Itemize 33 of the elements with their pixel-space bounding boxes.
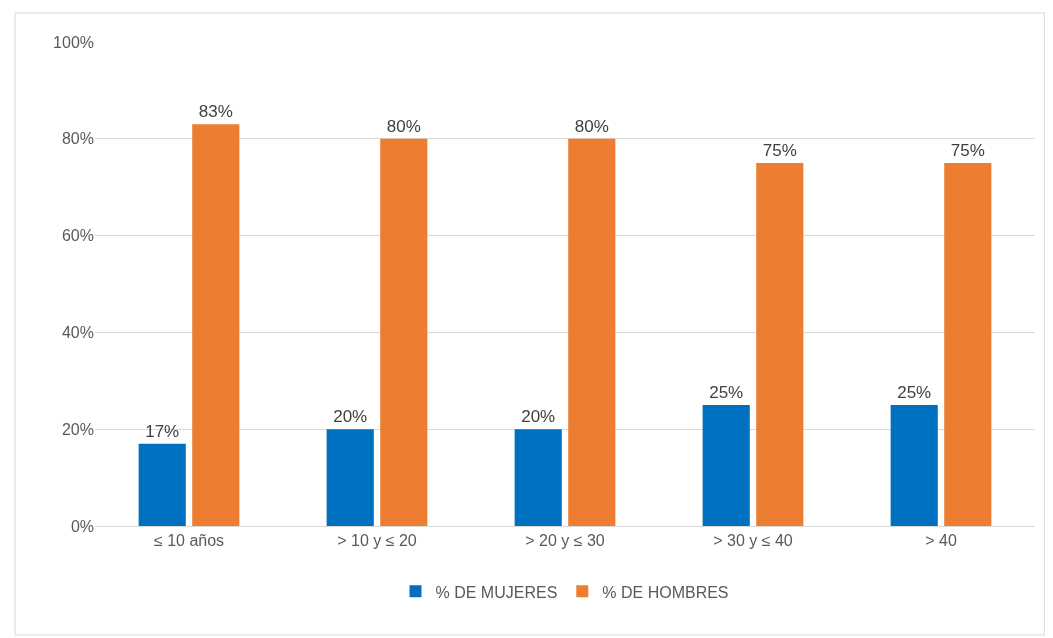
data-label: 20%	[333, 407, 368, 427]
data-label: 25%	[897, 383, 932, 402]
bar	[380, 138, 428, 526]
y-tick-label: 40%	[61, 324, 94, 341]
data-label: 25%	[709, 383, 744, 402]
y-tick-label: 20%	[61, 420, 94, 438]
data-label: 75%	[950, 141, 985, 160]
bar	[138, 443, 186, 526]
bar	[702, 405, 750, 526]
data-label: 75%	[762, 141, 797, 160]
legend-label: % DE MUJERES	[435, 583, 558, 601]
x-tick-label: > 20 y ≤ 30	[525, 532, 605, 550]
x-tick-label: > 40	[925, 532, 957, 550]
bar	[890, 405, 938, 526]
y-tick-label: 80%	[61, 130, 94, 148]
bar	[568, 138, 616, 526]
bar	[192, 124, 240, 526]
data-label: 17%	[145, 421, 180, 441]
bar	[756, 163, 804, 526]
data-label: 80%	[386, 116, 421, 136]
y-tick-label: 100%	[53, 33, 94, 51]
y-tick-label: 0%	[70, 517, 94, 535]
bar	[514, 429, 562, 526]
x-tick-label: > 10 y ≤ 20	[337, 532, 417, 550]
data-label: 20%	[521, 407, 556, 427]
x-tick-label: > 30 y ≤ 40	[713, 532, 793, 550]
y-tick-label: 60%	[61, 227, 94, 245]
data-label: 80%	[574, 116, 609, 136]
data-label: 83%	[198, 102, 233, 122]
legend-label: % DE HOMBRES	[602, 583, 729, 601]
bar	[326, 429, 374, 526]
bar	[944, 163, 992, 526]
x-tick-label: ≤ 10 años	[153, 532, 225, 550]
